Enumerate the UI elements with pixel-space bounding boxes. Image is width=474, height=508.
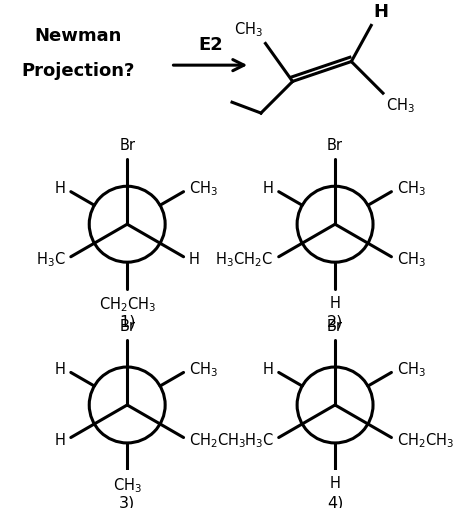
Text: CH$_2$CH$_3$: CH$_2$CH$_3$	[397, 431, 454, 450]
Text: Br: Br	[327, 138, 343, 153]
Text: E2: E2	[198, 36, 223, 54]
Text: CH$_3$: CH$_3$	[397, 179, 426, 198]
Text: CH$_3$: CH$_3$	[397, 360, 426, 378]
Text: 4): 4)	[327, 495, 343, 508]
Text: CH$_2$CH$_3$: CH$_2$CH$_3$	[189, 431, 246, 450]
Text: H$_3$CH$_2$C: H$_3$CH$_2$C	[215, 250, 273, 269]
Text: H: H	[263, 181, 273, 196]
Text: H: H	[55, 181, 65, 196]
Text: Br: Br	[327, 319, 343, 334]
Text: CH$_3$: CH$_3$	[234, 20, 263, 39]
Text: H: H	[329, 477, 340, 491]
Text: 1): 1)	[119, 314, 136, 330]
Text: CH$_2$CH$_3$: CH$_2$CH$_3$	[99, 296, 156, 314]
Text: H: H	[329, 296, 340, 310]
Text: 2): 2)	[327, 314, 343, 330]
Text: CH$_3$: CH$_3$	[189, 179, 218, 198]
Text: Projection?: Projection?	[22, 61, 135, 80]
Text: Br: Br	[119, 138, 135, 153]
Text: CH$_3$: CH$_3$	[189, 360, 218, 378]
Text: Newman: Newman	[35, 27, 122, 45]
Text: H: H	[55, 433, 65, 448]
Text: H$_3$C: H$_3$C	[36, 250, 65, 269]
Text: H: H	[55, 362, 65, 377]
Text: H: H	[263, 362, 273, 377]
Text: Br: Br	[119, 319, 135, 334]
Text: CH$_3$: CH$_3$	[113, 477, 142, 495]
Text: CH$_3$: CH$_3$	[386, 97, 415, 115]
Text: CH$_3$: CH$_3$	[397, 250, 426, 269]
Text: H: H	[189, 252, 200, 267]
Text: H$_3$C: H$_3$C	[244, 431, 273, 450]
Text: H: H	[373, 3, 388, 21]
Text: 3): 3)	[119, 495, 135, 508]
